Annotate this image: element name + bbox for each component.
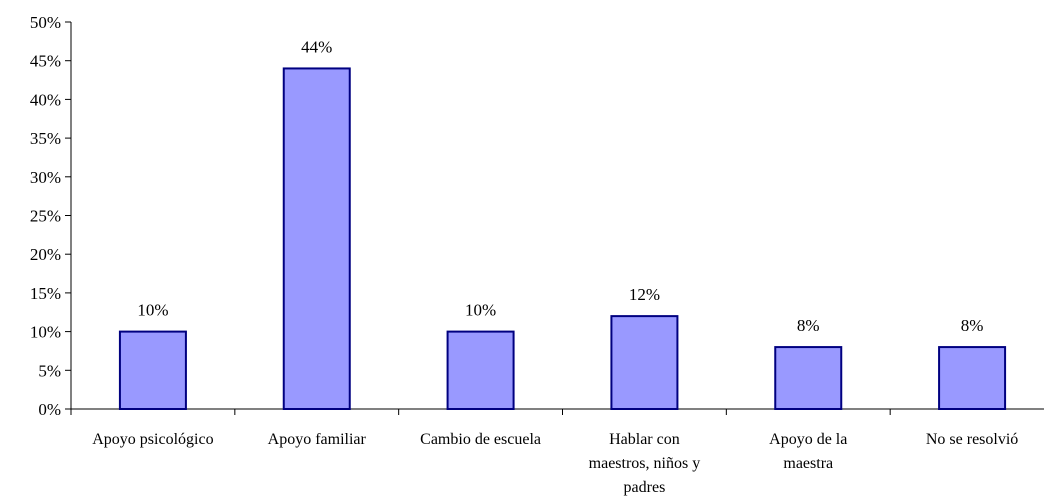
- y-tick-label: 5%: [38, 361, 61, 380]
- y-tick-label: 40%: [30, 90, 61, 109]
- category-label: Apoyo psicológico: [92, 431, 213, 448]
- data-label: 12%: [629, 285, 660, 304]
- category-label: Apoyo familiar: [268, 431, 367, 448]
- y-tick-label: 50%: [30, 13, 61, 32]
- bar: [938, 346, 1007, 410]
- category-label: Hablar con: [609, 431, 680, 448]
- bar: [118, 330, 187, 411]
- bar: [610, 315, 679, 410]
- y-tick-label: 35%: [30, 129, 61, 148]
- data-label: 8%: [961, 316, 984, 335]
- axes: [65, 21, 1044, 415]
- y-tick-label: 20%: [30, 245, 61, 264]
- category-label: No se resolvió: [926, 431, 1018, 448]
- y-tick-label: 15%: [30, 284, 61, 303]
- category-label: Cambio de escuela: [420, 431, 541, 448]
- labels: 0% 5% 10% 15% 20% 25% 30% 35% 40% 45% 50% 10% Apoyo …: [30, 13, 1018, 496]
- data-label: 8%: [797, 316, 820, 335]
- bar: [282, 67, 351, 410]
- bar: [774, 346, 843, 410]
- y-tick-label: 45%: [30, 52, 61, 71]
- category-label: padres: [624, 479, 666, 496]
- bar: [446, 330, 515, 411]
- data-label: 10%: [465, 301, 496, 320]
- data-label: 10%: [137, 301, 168, 320]
- category-label: maestra: [783, 455, 833, 472]
- data-label: 44%: [301, 37, 332, 56]
- bars: [118, 67, 1007, 411]
- category-label: maestros, niños y: [589, 455, 701, 472]
- y-tick-label: 30%: [30, 168, 61, 187]
- y-tick-label: 10%: [30, 323, 61, 342]
- y-tick-label: 25%: [30, 207, 61, 226]
- y-tick-label: 0%: [38, 400, 61, 419]
- category-label: Apoyo de la: [769, 431, 847, 448]
